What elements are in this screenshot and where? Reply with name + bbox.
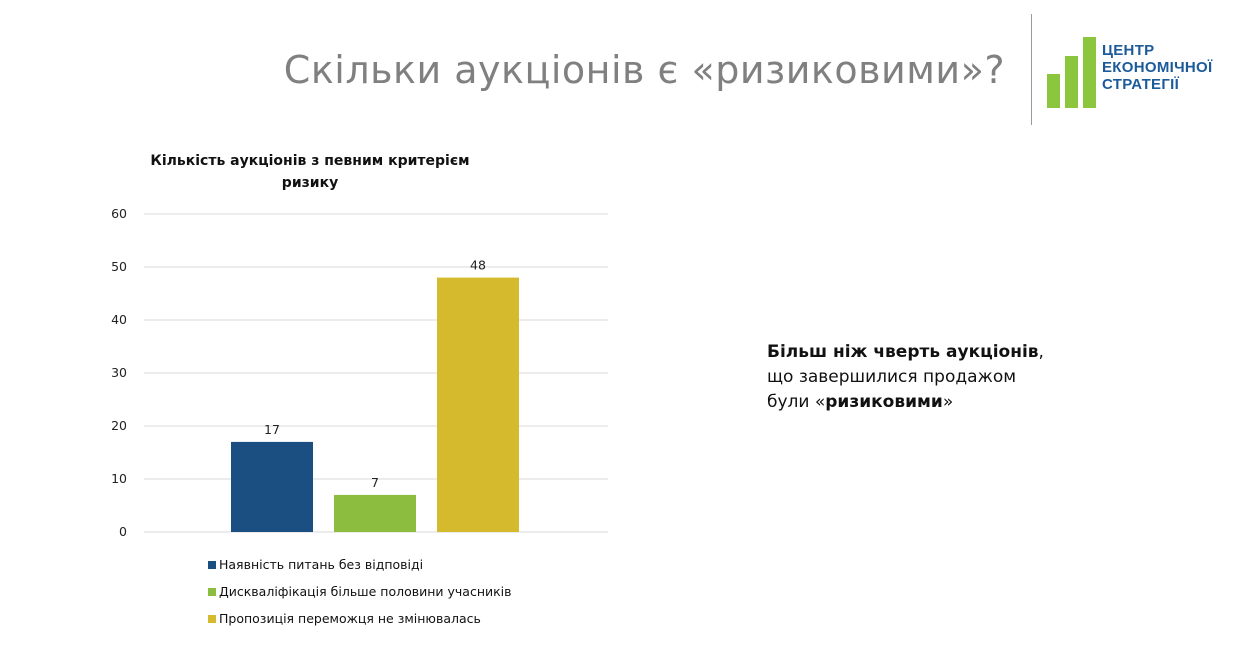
header-divider [1031, 14, 1032, 125]
logo-text: ЦЕНТР ЕКОНОМІЧНОЇ СТРАТЕГІЇ [1102, 42, 1212, 93]
data-label: 17 [264, 422, 280, 437]
bar-2 [334, 494, 416, 532]
y-tick-label: 40 [111, 312, 127, 327]
y-tick-label: 50 [111, 259, 127, 274]
slide-title: Скільки аукціонів є «ризиковими»? [283, 48, 1005, 92]
y-tick-label: 20 [111, 418, 127, 433]
legend-swatch [208, 587, 216, 596]
logo-bars-icon [1047, 37, 1097, 108]
side-note-bold-start: Більш ніж чверть аукціонів [767, 342, 1039, 362]
bar-1 [231, 441, 313, 532]
logo-line-3: СТРАТЕГІЇ [1102, 76, 1180, 93]
legend-label: Дискваліфікація більше половини учасникі… [219, 584, 512, 599]
y-tick-label: 0 [119, 524, 127, 539]
legend-swatch [208, 614, 216, 623]
side-note-line-3: були «ризиковими» [767, 390, 1167, 415]
chart-legend: Наявність питань без відповіді Дискваліфі… [208, 551, 512, 632]
legend-item: Наявність питань без відповіді [208, 551, 512, 578]
chart-plot: 0 10 20 30 40 50 60 17 7 48 [111, 206, 608, 539]
chart-title: Кількість аукціонів з певним критерієм р… [150, 153, 470, 191]
chart: Кількість аукціонів з певним критерієм р… [100, 150, 640, 640]
legend-label: Наявність питань без відповіді [219, 557, 424, 572]
side-note-comma: , [1038, 342, 1044, 362]
side-note-line-2: що завершилися продажом [767, 367, 1017, 387]
side-note-bold-word: ризиковими [825, 392, 943, 412]
side-note-prefix: були « [767, 392, 826, 412]
data-label: 7 [371, 475, 379, 490]
side-note-suffix: » [942, 392, 954, 412]
logo-line-1: ЦЕНТР [1102, 42, 1155, 59]
bar-3 [437, 277, 519, 532]
legend-item: Пропозиція переможця не змінювалась [208, 605, 512, 632]
y-tick-label: 30 [111, 365, 127, 380]
side-note: Більш ніж чверть аукціонів, що завершили… [767, 340, 1167, 415]
data-label: 48 [470, 258, 486, 273]
legend-label: Пропозиція переможця не змінювалась [219, 611, 481, 626]
y-tick-label: 10 [111, 471, 127, 486]
logo: ЦЕНТР ЕКОНОМІЧНОЇ СТРАТЕГІЇ [1047, 33, 1247, 108]
logo-line-2: ЕКОНОМІЧНОЇ [1102, 59, 1213, 76]
legend-item: Дискваліфікація більше половини учасникі… [208, 578, 512, 605]
side-note-line-1: Більш ніж чверть аукціонів, [767, 340, 1167, 365]
y-tick-label: 60 [111, 206, 127, 221]
legend-swatch [208, 560, 216, 569]
